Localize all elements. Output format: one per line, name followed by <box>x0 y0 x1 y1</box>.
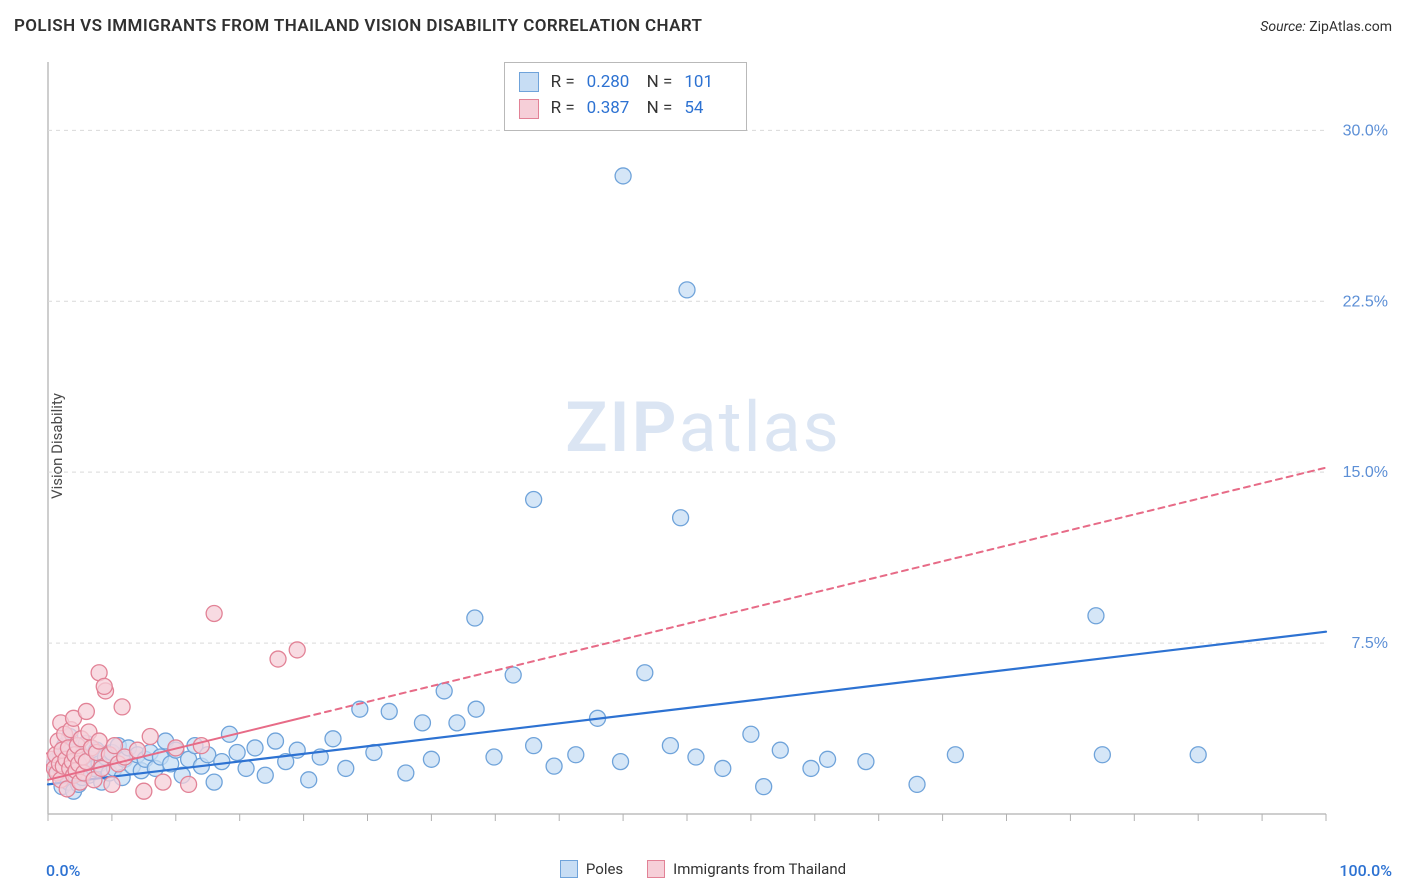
data-point <box>267 733 283 749</box>
data-point <box>338 760 354 776</box>
trend-line-projection <box>304 468 1326 718</box>
data-point <box>449 715 465 731</box>
data-point <box>238 760 254 776</box>
data-point <box>436 683 452 699</box>
data-point <box>381 703 397 719</box>
scatter-plot-svg: 7.5% 15.0% 22.5% 30.0% <box>46 60 1392 830</box>
legend-entry: Immigrants from Thailand <box>647 860 846 878</box>
data-point <box>270 651 286 667</box>
data-point <box>568 747 584 763</box>
data-point <box>104 776 120 792</box>
data-point <box>909 776 925 792</box>
data-point <box>820 751 836 767</box>
data-point <box>467 610 483 626</box>
data-point <box>505 667 521 683</box>
data-point <box>96 678 112 694</box>
y-tick-label: 7.5% <box>1352 635 1388 652</box>
legend-label: Immigrants from Thailand <box>673 860 846 878</box>
data-point <box>214 754 230 770</box>
source-attribution: Source: ZipAtlas.com <box>1260 19 1392 35</box>
data-point <box>468 701 484 717</box>
stats-n-label: N = <box>647 69 673 95</box>
data-point <box>743 726 759 742</box>
stats-r-value: 0.280 <box>587 69 635 95</box>
data-point <box>301 772 317 788</box>
correlation-stats-box: R = 0.280 N = 101 R = 0.387 N = 54 <box>504 62 748 131</box>
data-point <box>257 767 273 783</box>
data-point <box>679 282 695 298</box>
data-point <box>398 765 414 781</box>
source-value: ZipAtlas.com <box>1309 19 1392 35</box>
data-point <box>526 492 542 508</box>
data-point <box>486 749 502 765</box>
data-point <box>229 744 245 760</box>
data-point <box>325 731 341 747</box>
data-point <box>91 733 107 749</box>
y-tick-label: 15.0% <box>1343 464 1388 481</box>
stats-row: R = 0.280 N = 101 <box>519 69 733 95</box>
data-point <box>1190 747 1206 763</box>
data-point <box>247 740 263 756</box>
stats-n-value: 54 <box>684 95 732 121</box>
data-point <box>637 665 653 681</box>
data-point <box>1088 608 1104 624</box>
y-tick-label: 22.5% <box>1343 293 1388 310</box>
stats-swatch <box>519 99 539 119</box>
data-point <box>546 758 562 774</box>
stats-r-label: R = <box>551 95 575 121</box>
chart-area: 7.5% 15.0% 22.5% 30.0% <box>46 60 1392 830</box>
data-point <box>1094 747 1110 763</box>
data-point <box>114 699 130 715</box>
data-point <box>756 779 772 795</box>
legend-entry: Poles <box>560 860 623 878</box>
trend-line <box>48 632 1326 785</box>
data-point <box>181 776 197 792</box>
data-point <box>803 760 819 776</box>
chart-title: POLISH VS IMMIGRANTS FROM THAILAND VISIO… <box>14 16 702 36</box>
data-point <box>206 774 222 790</box>
stats-row: R = 0.387 N = 54 <box>519 95 733 121</box>
data-point <box>772 742 788 758</box>
source-label: Source: <box>1260 19 1305 35</box>
data-point <box>206 605 222 621</box>
legend-label: Poles <box>586 860 623 878</box>
data-point <box>423 751 439 767</box>
legend-swatch <box>560 860 578 878</box>
data-point <box>662 738 678 754</box>
data-point <box>142 729 158 745</box>
legend-swatch <box>647 860 665 878</box>
series-legend: Poles Immigrants from Thailand <box>0 860 1406 878</box>
y-tick-label: 30.0% <box>1343 122 1388 139</box>
stats-n-label: N = <box>647 95 673 121</box>
data-point <box>526 738 542 754</box>
data-point <box>673 510 689 526</box>
data-point <box>947 747 963 763</box>
data-point <box>78 703 94 719</box>
stats-r-value: 0.387 <box>587 95 635 121</box>
data-point <box>289 642 305 658</box>
stats-n-value: 101 <box>684 69 732 95</box>
data-point <box>414 715 430 731</box>
stats-r-label: R = <box>551 69 575 95</box>
data-point <box>136 783 152 799</box>
data-point <box>155 774 171 790</box>
data-point <box>615 168 631 184</box>
data-point <box>613 754 629 770</box>
stats-swatch <box>519 72 539 92</box>
data-point <box>688 749 704 765</box>
data-point <box>858 754 874 770</box>
data-point <box>715 760 731 776</box>
